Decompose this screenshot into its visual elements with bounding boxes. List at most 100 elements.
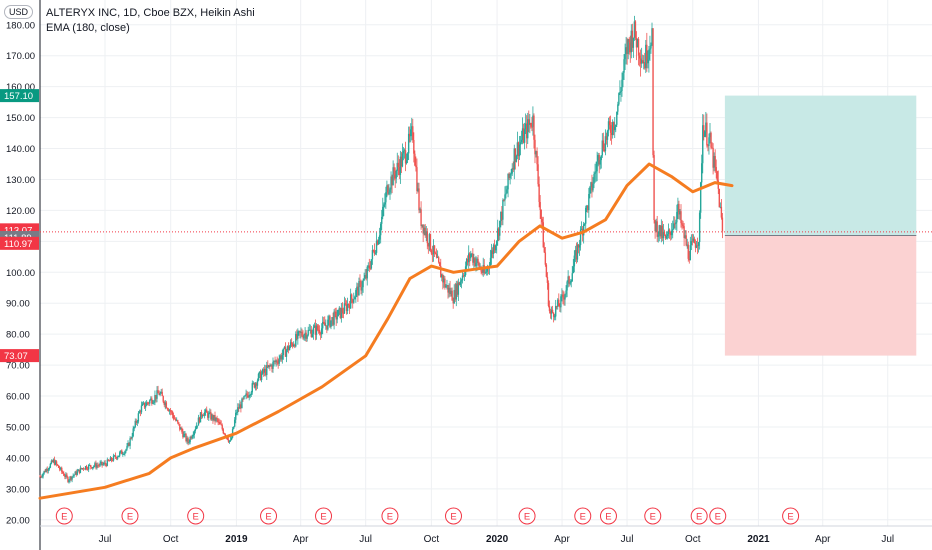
candle-body (576, 244, 579, 260)
candle (269, 363, 271, 371)
candle (644, 52, 646, 70)
candle (222, 427, 224, 435)
candle (180, 426, 182, 430)
candle (287, 342, 290, 354)
candle-body (318, 329, 321, 334)
candle (697, 241, 700, 253)
indicator-label[interactable]: EMA (180, close) (46, 22, 130, 34)
candle (165, 400, 168, 409)
candle-body (586, 205, 588, 208)
currency-badge[interactable]: USD (4, 5, 34, 19)
candle-body (240, 404, 242, 409)
candle (198, 416, 201, 424)
candle (372, 249, 375, 253)
earnings-circle (315, 507, 333, 525)
candle-body (81, 468, 84, 469)
candle (276, 356, 278, 366)
x-tick-label: 2019 (225, 534, 248, 545)
candle-body (112, 455, 115, 461)
candle (260, 370, 263, 383)
candle-body (236, 412, 238, 414)
candle (419, 207, 421, 213)
candle-body (43, 470, 45, 474)
candle-body (538, 184, 540, 203)
x-tick-label: Oct (424, 534, 440, 545)
candle-body (715, 167, 717, 172)
price-tag-box (0, 236, 39, 250)
candle (660, 219, 663, 243)
candle (391, 174, 393, 194)
candle (201, 414, 204, 419)
candle-body (410, 129, 412, 137)
candle (273, 360, 275, 367)
candle (342, 307, 345, 319)
candle (470, 250, 472, 262)
candle (395, 169, 397, 184)
candle-body (317, 329, 320, 331)
candle (593, 171, 595, 189)
candle (427, 242, 430, 254)
candle (272, 357, 274, 373)
candle (521, 117, 524, 145)
candle-body (241, 398, 243, 409)
candle (404, 141, 407, 172)
candle (690, 234, 693, 251)
candle-body (608, 121, 611, 126)
candle (184, 430, 186, 438)
candle-body (673, 223, 675, 230)
candle-body (128, 442, 130, 446)
candle-body (181, 428, 183, 432)
candle-body (121, 450, 123, 455)
candle-body (466, 258, 469, 263)
candle-body (299, 331, 301, 333)
symbol-title[interactable]: ALTERYX INC, 1D, Cboe BZX, Heikin Ashi (46, 7, 255, 19)
candle-body (650, 45, 652, 49)
candle (598, 152, 600, 174)
candle-body (175, 420, 178, 421)
candle (528, 110, 530, 133)
candle (548, 300, 551, 314)
candle (568, 275, 570, 287)
candle-body (107, 459, 110, 461)
candle (522, 123, 525, 144)
candle-body (536, 151, 538, 165)
candle (381, 209, 383, 231)
candle (398, 159, 401, 180)
candle (286, 345, 289, 353)
candle (346, 297, 349, 315)
candle-body (558, 299, 560, 307)
candle (152, 400, 154, 405)
candle-body (62, 471, 64, 474)
candle (325, 319, 327, 330)
candle-body (549, 311, 552, 314)
candle-body (298, 331, 300, 332)
candle-body (514, 148, 517, 162)
candle-body (603, 149, 606, 152)
candle-body (718, 188, 721, 208)
candle-body (683, 226, 685, 238)
candle-body (578, 245, 581, 248)
candle (122, 451, 124, 457)
candle-body (232, 426, 235, 429)
candle-body (71, 476, 73, 480)
candle (90, 464, 92, 470)
candle (294, 343, 296, 349)
candle (349, 288, 352, 309)
candle-body (501, 211, 503, 220)
candle (313, 322, 316, 328)
candle (489, 249, 492, 268)
candle-body (284, 346, 287, 357)
candle (600, 155, 602, 169)
candle-body (80, 467, 83, 469)
candle-body (615, 124, 617, 127)
candle-body (526, 123, 528, 139)
candle-body (533, 115, 535, 140)
candle (85, 464, 88, 471)
candle (433, 245, 436, 258)
candle-body (651, 28, 653, 46)
candle (268, 365, 270, 369)
candle-body (634, 21, 637, 38)
earnings-marker: E (260, 507, 278, 525)
candle (360, 279, 362, 295)
